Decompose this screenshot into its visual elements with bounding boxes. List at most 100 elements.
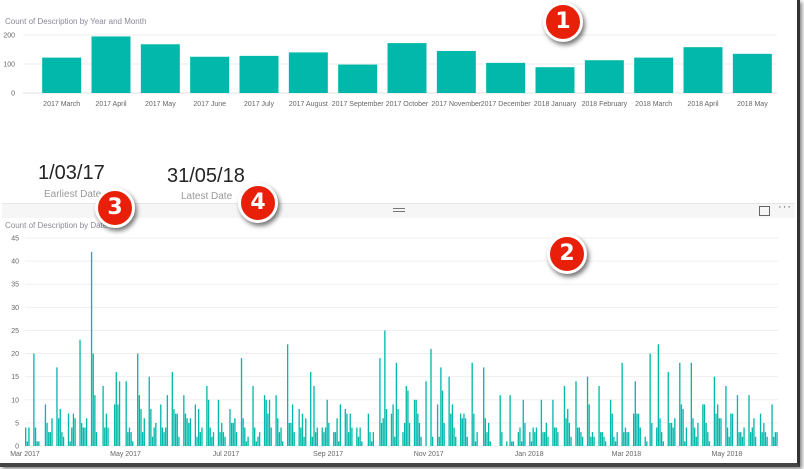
bar (420, 436, 422, 446)
bar (474, 441, 477, 446)
bar (198, 409, 200, 446)
bar (731, 413, 734, 446)
bar (732, 53, 772, 93)
bar (115, 372, 117, 446)
bar (656, 427, 658, 446)
bar (56, 367, 58, 446)
bar (186, 418, 188, 446)
more-options-icon[interactable]: ··· (778, 201, 792, 213)
bar (544, 432, 546, 446)
bar (49, 432, 52, 446)
bar (517, 432, 519, 446)
bar (616, 432, 618, 446)
bar (661, 432, 663, 446)
bar (174, 413, 177, 446)
bar (275, 395, 277, 446)
bar (141, 432, 144, 446)
bar (61, 432, 63, 446)
bar (79, 339, 81, 446)
bar (189, 418, 192, 446)
bar (657, 344, 660, 446)
bar (408, 422, 411, 446)
bar (763, 422, 765, 446)
bar (258, 432, 261, 446)
x-tick-label: 2018 April (687, 101, 719, 108)
bar (163, 432, 165, 446)
bar (570, 436, 572, 446)
bar (367, 413, 370, 446)
monthly-chart-title: Count of Description by Year and Month (5, 17, 147, 26)
bar (601, 432, 604, 446)
x-tick-label: 2017 June (193, 101, 226, 108)
bar (455, 436, 457, 446)
bar (524, 422, 526, 446)
bar (339, 404, 342, 446)
bar (766, 436, 768, 446)
bar (720, 418, 722, 446)
bar (140, 44, 180, 93)
bar (372, 432, 374, 446)
y-tick-label: 40 (11, 259, 19, 266)
bar (639, 427, 641, 446)
bar (28, 427, 30, 446)
bar (637, 413, 640, 446)
bar (692, 418, 694, 446)
focus-mode-icon[interactable] (759, 206, 770, 216)
bar (104, 427, 106, 446)
bar (725, 385, 727, 446)
bar (107, 427, 109, 446)
bar (567, 409, 569, 446)
bar (593, 436, 595, 446)
bar (254, 427, 256, 446)
bar (151, 436, 154, 446)
bar (764, 432, 767, 446)
bar (379, 358, 381, 446)
bar (51, 418, 53, 446)
bar (194, 404, 197, 446)
bar (695, 436, 697, 446)
bar (623, 432, 625, 446)
bar (463, 413, 465, 446)
bar (301, 413, 304, 446)
y-tick-label: 30 (11, 305, 19, 312)
bar (161, 427, 164, 446)
bar (310, 372, 312, 446)
bar (588, 404, 590, 446)
bar (71, 427, 73, 446)
x-tick-label: 2018 May (737, 101, 768, 108)
bar (293, 432, 295, 446)
bar (324, 427, 327, 446)
bar (697, 422, 699, 446)
bar (240, 358, 243, 446)
bar (402, 432, 404, 446)
bar (57, 418, 60, 446)
bar (199, 432, 201, 446)
bar (483, 367, 485, 446)
bar (291, 404, 294, 446)
y-tick-label: 0 (11, 91, 15, 98)
bar (557, 432, 559, 446)
bar (288, 422, 290, 446)
bar (242, 418, 244, 446)
bar (334, 432, 337, 446)
bar (486, 432, 488, 446)
bar (644, 436, 646, 446)
earliest-date-value: 1/03/17 (38, 162, 105, 184)
bar (586, 376, 589, 446)
bar (436, 50, 476, 93)
daily-chart-visual[interactable]: ··· Count of Description by Date (2, 201, 795, 462)
y-tick-label: 5 (15, 420, 19, 427)
bar (717, 404, 719, 446)
bar (466, 436, 468, 446)
latest-date-label: Latest Date (181, 191, 233, 202)
x-tick-label: Sep 2017 (313, 451, 343, 458)
bar (263, 395, 266, 446)
bar (651, 422, 653, 446)
bar (390, 413, 393, 446)
earliest-date-label: Earliest Date (44, 189, 102, 200)
bar (626, 432, 628, 446)
bar (338, 64, 378, 93)
drag-handle-icon[interactable] (393, 208, 405, 212)
x-tick-label: Nov 2017 (414, 451, 444, 458)
bar (188, 422, 190, 446)
